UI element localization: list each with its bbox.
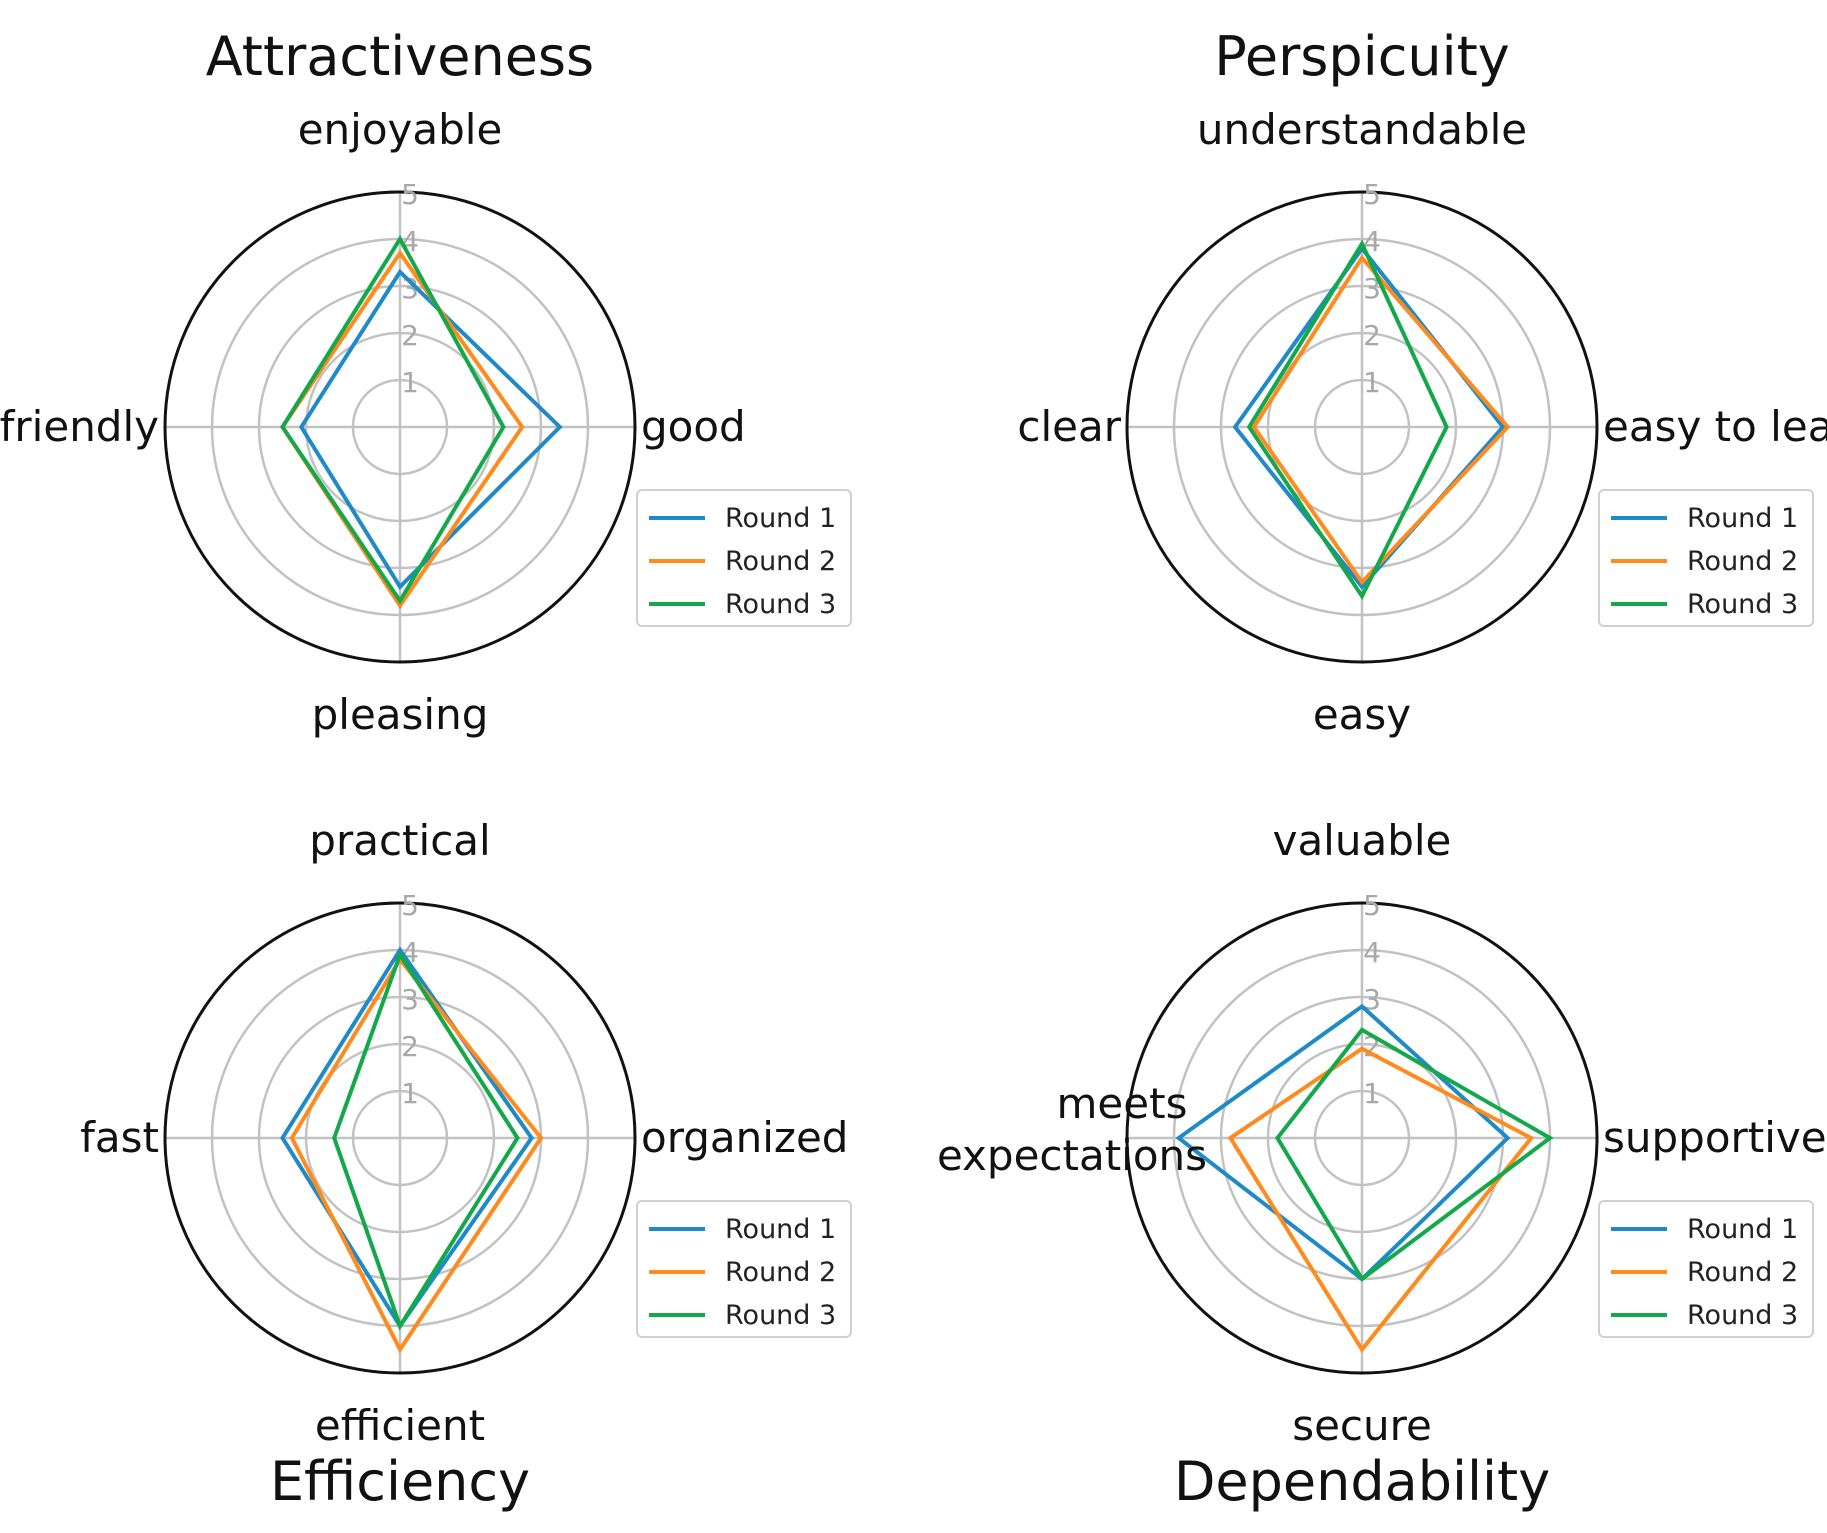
radar-chart-dependability: Dependability12345valuablesupportivesecu… <box>937 816 1827 1513</box>
axis-label-fast: fast <box>80 1113 159 1162</box>
axis-label-friendly: friendly <box>0 402 159 451</box>
legend-label-round-2: Round 2 <box>725 1257 836 1288</box>
series-line-round-3 <box>332 950 520 1331</box>
legend-label-round-1: Round 1 <box>725 503 836 534</box>
axis-label-secure: secure <box>1292 1401 1432 1450</box>
radial-tick-label: 2 <box>401 319 419 352</box>
series-line-round-2 <box>1251 254 1511 586</box>
chart-title: Dependability <box>1174 1450 1550 1513</box>
legend-label-round-1: Round 1 <box>1687 503 1798 534</box>
radial-tick-label: 5 <box>401 178 419 211</box>
axis-label-practical: practical <box>309 816 490 865</box>
axis-label-understandable: understandable <box>1197 105 1527 154</box>
radial-tick-label: 3 <box>401 983 419 1016</box>
radial-tick-label: 1 <box>401 1077 419 1110</box>
radar-chart-efficiency: Efficiency12345practicalorganizedefficie… <box>80 816 852 1513</box>
axis-label-clear: clear <box>1017 402 1121 451</box>
radar-chart-perspicuity: Perspicuity 1 2 3 4 5 understandable easy to le… <box>1017 25 1827 739</box>
radial-tick-label: 1 <box>1363 1077 1381 1110</box>
axis-label-easy-to-learn: easy to learn <box>1603 402 1827 451</box>
legend-label-round-3: Round 3 <box>1687 1300 1798 1331</box>
radial-tick-label: 5 <box>401 889 419 922</box>
legend-box <box>636 1200 852 1338</box>
legend-box <box>1598 1200 1814 1338</box>
legend-label-round-2: Round 2 <box>1687 546 1798 577</box>
radial-tick-label: 4 <box>1363 225 1381 258</box>
outer-circle <box>1125 190 1599 664</box>
series-line-round-3 <box>1274 1027 1554 1282</box>
outer-circle <box>163 901 637 1375</box>
outer-circle <box>1125 901 1599 1375</box>
legend-label-round-3: Round 3 <box>725 1300 836 1331</box>
chart-title: Perspicuity <box>1214 25 1510 88</box>
legend-label-round-3: Round 3 <box>1687 589 1798 620</box>
series-line-round-2 <box>289 955 544 1354</box>
radial-tick-label: 3 <box>1363 983 1381 1016</box>
radial-tick-label: 2 <box>401 1030 419 1063</box>
legend-label-round-2: Round 2 <box>725 546 836 577</box>
axis-label-enjoyable: enjoyable <box>298 105 503 154</box>
legend-box <box>1598 489 1814 627</box>
legend: Round 1 Round 2 Round 3 <box>1598 489 1814 627</box>
axis-label-supportive: supportive <box>1603 1113 1827 1162</box>
series-line-round-1 <box>1175 1003 1511 1282</box>
radial-tick-label: 5 <box>1363 178 1381 211</box>
radial-tick-label: 3 <box>1363 272 1381 305</box>
radial-tick-label: 4 <box>1363 936 1381 969</box>
chart-title: Efficiency <box>270 1450 530 1513</box>
radial-tick-label: 1 <box>1363 366 1381 399</box>
series-line-round-3 <box>280 235 506 605</box>
series-line-round-2 <box>280 249 525 610</box>
legend-label-round-1: Round 1 <box>1687 1214 1798 1245</box>
legend: Round 1 Round 2 Round 3 <box>636 1200 852 1338</box>
legend-label-round-1: Round 1 <box>725 1214 836 1245</box>
axis-label-good: good <box>641 402 746 451</box>
radial-tick-label: 3 <box>401 272 419 305</box>
chart-title: Attractiveness <box>206 25 594 88</box>
axis-label-efficient: efficient <box>315 1401 485 1450</box>
axis-label-easy: easy <box>1313 690 1411 739</box>
series-line-round-1 <box>298 268 563 591</box>
axis-label-valuable: valuable <box>1273 816 1452 865</box>
axis-label-meets-expectations: meets expectations <box>937 1079 1207 1180</box>
axis-label-pleasing: pleasing <box>312 690 489 739</box>
legend: Round 1 Round 2 Round 3 <box>636 489 852 627</box>
radar-chart-attractiveness: Attractiveness12345enjoyablegoodpleasing… <box>0 25 852 739</box>
outer-circle <box>163 190 637 664</box>
legend-label-round-3: Round 3 <box>725 589 836 620</box>
legend: Round 1 Round 2 Round 3 <box>1598 1200 1814 1338</box>
axis-label-organized: organized <box>641 1113 848 1162</box>
legend-label-round-2: Round 2 <box>1687 1257 1798 1288</box>
radial-tick-label: 2 <box>1363 319 1381 352</box>
series-line-round-2 <box>1227 1046 1535 1353</box>
series-line-round-3 <box>1246 239 1449 601</box>
radial-tick-label: 5 <box>1363 889 1381 922</box>
radial-tick-label: 1 <box>401 366 419 399</box>
legend-box <box>636 489 852 627</box>
